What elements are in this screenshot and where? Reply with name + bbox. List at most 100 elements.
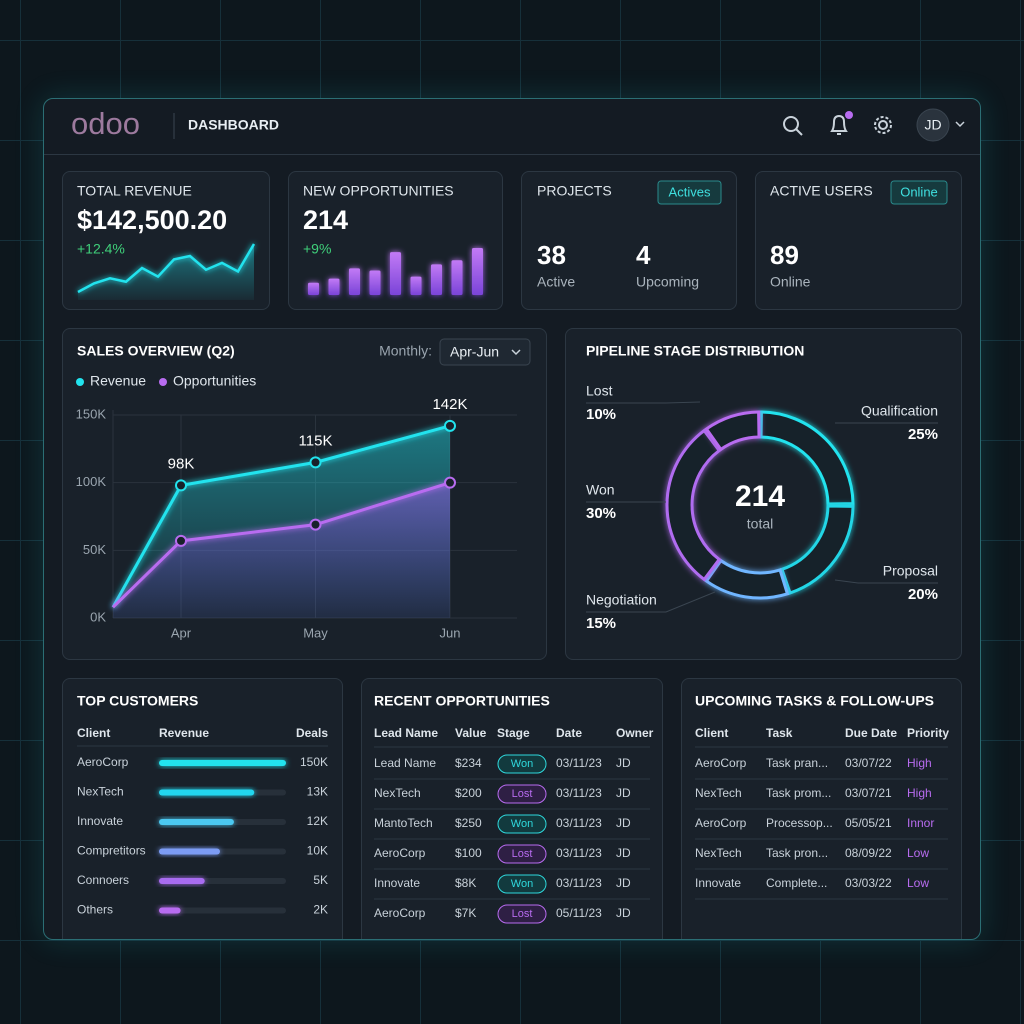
column-header: Client bbox=[77, 726, 110, 740]
table-cell: NexTech bbox=[374, 786, 421, 800]
segment-label: Proposal bbox=[883, 563, 938, 579]
sparkline-area bbox=[78, 244, 254, 300]
notification-icon[interactable] bbox=[830, 114, 848, 135]
legend-label: Revenue bbox=[90, 373, 146, 389]
donut-center-value: 214 bbox=[735, 480, 785, 513]
avatar[interactable] bbox=[916, 108, 950, 142]
table-cell: JD bbox=[616, 846, 631, 860]
stage-badge bbox=[497, 844, 547, 864]
segment-label: Won bbox=[586, 482, 615, 498]
spark-bar bbox=[369, 270, 381, 295]
table-cell: 05/05/21 bbox=[845, 816, 892, 830]
stage-badge-text: Lost bbox=[512, 788, 533, 800]
table-cell: Task pran... bbox=[766, 756, 828, 770]
legend-swatch bbox=[159, 378, 167, 386]
data-point bbox=[309, 518, 322, 531]
table-cell: 03/11/23 bbox=[556, 816, 602, 830]
card-title: RECENT OPPORTUNITIES bbox=[374, 693, 550, 709]
y-tick-label: 100K bbox=[76, 474, 107, 489]
donut-segment bbox=[704, 558, 790, 600]
leader-line bbox=[834, 579, 938, 584]
table-cell: Task prom... bbox=[766, 786, 831, 800]
search-icon[interactable] bbox=[783, 116, 803, 136]
table-cell: 03/11/23 bbox=[556, 786, 602, 800]
x-tick-label: Apr bbox=[171, 625, 192, 640]
priority-cell: High bbox=[907, 786, 932, 800]
status-badge bbox=[657, 180, 722, 205]
donut-segment bbox=[759, 410, 855, 506]
kpi-label: NEW OPPORTUNITIES bbox=[303, 183, 454, 199]
spark-bar bbox=[431, 264, 442, 295]
segment-label: Negotiation bbox=[586, 592, 657, 608]
table-cell: JD bbox=[616, 906, 631, 920]
table-cell: 03/11/23 bbox=[556, 756, 602, 770]
segment-value: 20% bbox=[908, 586, 938, 603]
table-cell: 08/09/22 bbox=[845, 846, 892, 860]
priority-cell: High bbox=[907, 756, 932, 770]
column-header: Owner bbox=[616, 726, 654, 740]
leader-line bbox=[586, 401, 701, 404]
table-cell: JD bbox=[616, 786, 631, 800]
spark-bar bbox=[349, 268, 360, 295]
stage-badge-text: Won bbox=[511, 818, 533, 830]
table-cell: Processop... bbox=[766, 816, 833, 830]
revenue-bar bbox=[159, 760, 286, 766]
kpi-label: PROJECTS bbox=[537, 183, 612, 199]
data-point bbox=[175, 534, 187, 547]
donut-segment bbox=[665, 428, 722, 582]
priority-cell: Low bbox=[907, 876, 929, 890]
table-cell: $7K bbox=[455, 906, 476, 920]
filter-dropdown[interactable] bbox=[439, 338, 531, 366]
table-cell: Lead Name bbox=[374, 756, 436, 770]
table-cell: 03/11/23 bbox=[556, 846, 602, 860]
kpi-stat-label: Active bbox=[537, 274, 575, 290]
card-title: TOP CUSTOMERS bbox=[77, 693, 198, 709]
segment-value: 15% bbox=[586, 615, 616, 632]
table-cell: $100 bbox=[455, 846, 482, 860]
table-cell: 2K bbox=[313, 903, 328, 917]
table-cell: 03/07/22 bbox=[845, 756, 892, 770]
data-point bbox=[309, 456, 322, 469]
table-cell: 03/11/23 bbox=[556, 876, 602, 890]
table-cell: Innovate bbox=[695, 876, 741, 890]
chart-title: PIPELINE STAGE DISTRIBUTION bbox=[586, 343, 804, 359]
stage-badge bbox=[497, 814, 547, 834]
table-cell: 13K bbox=[307, 785, 328, 799]
column-header: Priority bbox=[907, 726, 949, 740]
settings-icon[interactable] bbox=[874, 116, 892, 134]
spark-bar bbox=[472, 248, 483, 295]
pipeline-card bbox=[565, 328, 962, 660]
stage-badge bbox=[497, 874, 547, 894]
status-badge-text: Online bbox=[900, 184, 938, 199]
segment-label: Qualification bbox=[861, 403, 938, 419]
status-badge-text: Actives bbox=[669, 184, 711, 199]
spark-bar bbox=[308, 282, 319, 295]
content: TOTAL REVENUE $142,500.20 +12.4% NEW OPPORT… bbox=[76, 180, 949, 924]
kpi-stat-value: 38 bbox=[537, 240, 566, 270]
table-cell: 12K bbox=[307, 814, 328, 828]
bar-track bbox=[159, 907, 286, 914]
user-menu-chevron[interactable] bbox=[955, 121, 965, 128]
table-cell: NexTech bbox=[695, 846, 742, 860]
column-header: Due Date bbox=[845, 726, 897, 740]
kpi-stat-label: Online bbox=[770, 274, 811, 290]
logo: odoo bbox=[71, 106, 140, 141]
segment-value: 10% bbox=[586, 406, 616, 423]
table-cell: MantoTech bbox=[374, 816, 433, 830]
stage-badge bbox=[497, 754, 547, 774]
revenue-bar bbox=[159, 789, 255, 796]
column-header: Deals bbox=[296, 726, 328, 740]
x-tick-label: Jun bbox=[440, 625, 461, 640]
spark-bar bbox=[390, 252, 401, 295]
stage-badge bbox=[497, 904, 547, 924]
kpi-label: TOTAL REVENUE bbox=[77, 183, 192, 199]
data-label: 142K bbox=[432, 396, 467, 413]
chart-title: SALES OVERVIEW (Q2) bbox=[77, 343, 235, 359]
data-label: 98K bbox=[168, 455, 195, 472]
stage-badge-text: Won bbox=[511, 878, 533, 890]
priority-cell: Low bbox=[907, 846, 929, 860]
table-cell: 5K bbox=[313, 873, 328, 887]
leader-line bbox=[586, 591, 716, 613]
